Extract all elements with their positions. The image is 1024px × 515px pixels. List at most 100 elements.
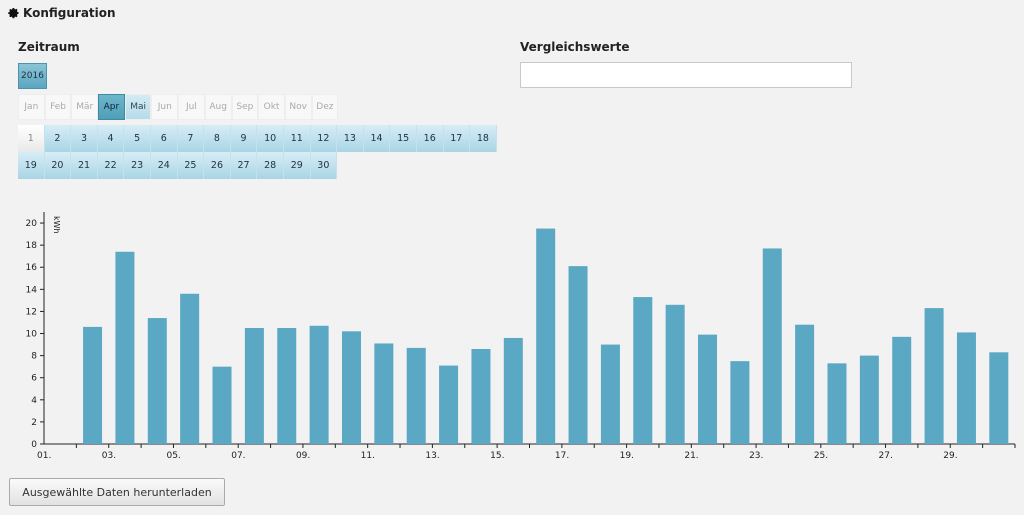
month-button-1[interactable]: Jan — [18, 94, 45, 120]
day-button-5[interactable]: 5 — [124, 125, 151, 152]
bar-08 — [277, 328, 297, 444]
y-tick-label: 14 — [26, 285, 38, 295]
month-button-12[interactable]: Dez — [311, 94, 339, 120]
bar-03 — [115, 251, 135, 444]
day-button-4[interactable]: 4 — [97, 125, 125, 152]
bar-10 — [341, 331, 361, 444]
month-button-8[interactable]: Aug — [204, 94, 232, 120]
bar-29 — [956, 332, 976, 444]
day-button-11[interactable]: 11 — [283, 125, 311, 152]
day-button-15[interactable]: 15 — [390, 125, 417, 152]
daily-kwh-bar-chart: 0 2 4 6 8 10 12 14 16 18 20 kWh 01. 03. 05. 07. 09. 11. 13… — [26, 212, 1016, 461]
bar-25 — [827, 363, 847, 444]
day-button-7[interactable]: 7 — [177, 125, 205, 152]
bar-15 — [503, 337, 523, 444]
month-selector: Jan Feb Mär Apr Mai Jun Jul Aug Sep Okt Nov Dez — [18, 94, 339, 120]
day-button-29[interactable]: 29 — [283, 152, 311, 179]
x-tick-label: 19. — [620, 451, 634, 461]
page-title: Konfiguration — [23, 6, 116, 20]
bar-30 — [989, 352, 1009, 444]
day-button-14[interactable]: 14 — [363, 125, 391, 152]
x-tick-label: 29. — [943, 451, 957, 461]
y-tick-label: 20 — [26, 219, 38, 229]
day-button-30[interactable]: 30 — [310, 152, 338, 179]
y-tick-label: 8 — [31, 352, 37, 362]
bar-14 — [471, 348, 491, 444]
month-button-9[interactable]: Sep — [231, 94, 259, 120]
day-button-23[interactable]: 23 — [124, 152, 151, 179]
x-tick-label: 21. — [684, 451, 698, 461]
x-tick-label: 07. — [231, 451, 245, 461]
day-button-26[interactable]: 26 — [204, 152, 231, 179]
day-button-17[interactable]: 17 — [443, 125, 471, 152]
bar-17 — [568, 266, 588, 444]
month-button-2[interactable]: Feb — [44, 94, 72, 120]
day-button-3[interactable]: 3 — [71, 125, 98, 152]
bar-23 — [762, 248, 782, 444]
day-button-13[interactable]: 13 — [337, 125, 364, 152]
day-button-12[interactable]: 12 — [310, 125, 338, 152]
day-button-16[interactable]: 16 — [416, 125, 444, 152]
x-tick-label: 09. — [296, 451, 310, 461]
day-button-24[interactable]: 24 — [150, 152, 178, 179]
day-button-27[interactable]: 27 — [230, 152, 258, 179]
day-button-1[interactable]: 1 — [18, 125, 45, 152]
y-tick-label: 10 — [26, 330, 38, 340]
day-button-21[interactable]: 21 — [71, 152, 98, 179]
day-button-25[interactable]: 25 — [177, 152, 205, 179]
y-tick-label: 0 — [31, 440, 37, 450]
zeitraum-label: Zeitraum — [18, 40, 80, 54]
month-button-11[interactable]: Nov — [284, 94, 312, 120]
day-button-19[interactable]: 19 — [18, 152, 45, 179]
day-button-28[interactable]: 28 — [257, 152, 284, 179]
bar-02 — [83, 326, 103, 444]
bar-12 — [406, 347, 426, 444]
month-button-4[interactable]: Apr — [98, 94, 125, 120]
y-tick-label: 18 — [26, 241, 38, 251]
x-tick-label: 23. — [749, 451, 763, 461]
bar-07 — [244, 328, 264, 444]
day-button-18[interactable]: 18 — [470, 125, 497, 152]
bar-04 — [147, 318, 167, 444]
month-button-10[interactable]: Okt — [258, 94, 285, 120]
bar-21 — [698, 334, 718, 444]
bar-05 — [180, 293, 200, 444]
x-tick-label: 03. — [102, 451, 116, 461]
y-tick-label: 16 — [26, 263, 38, 273]
day-button-2[interactable]: 2 — [44, 125, 72, 152]
month-button-7[interactable]: Jul — [178, 94, 205, 120]
day-button-20[interactable]: 20 — [44, 152, 72, 179]
bar-19 — [633, 297, 653, 444]
vergleichswerte-input[interactable] — [520, 62, 852, 88]
gear-icon — [8, 8, 19, 19]
y-tick-label: 6 — [31, 374, 37, 384]
bar-20 — [665, 304, 685, 444]
day-selector-row-2: 19 20 21 22 23 24 25 26 27 28 29 30 — [18, 152, 338, 179]
vergleichswerte-label: Vergleichswerte — [520, 40, 630, 54]
y-axis-label: kWh — [52, 216, 61, 234]
month-button-5[interactable]: Mai — [124, 94, 152, 120]
bar-24 — [795, 324, 815, 444]
x-tick-label: 27. — [879, 451, 893, 461]
bar-11 — [374, 343, 394, 444]
year-button[interactable]: 2016 — [18, 63, 47, 89]
page-header: Konfiguration — [8, 6, 116, 20]
x-tick-label: 13. — [425, 451, 439, 461]
y-tick-label: 4 — [31, 396, 37, 406]
download-selected-data-button[interactable]: Ausgewählte Daten herunterladen — [9, 478, 225, 506]
day-button-6[interactable]: 6 — [150, 125, 178, 152]
month-button-6[interactable]: Jun — [151, 94, 179, 120]
y-tick-label: 2 — [31, 418, 37, 428]
month-button-3[interactable]: Mär — [71, 94, 99, 120]
bar-18 — [600, 344, 620, 444]
x-tick-label: 25. — [814, 451, 828, 461]
day-button-22[interactable]: 22 — [97, 152, 125, 179]
bar-06 — [212, 366, 232, 444]
x-tick-label: 15. — [490, 451, 504, 461]
bar-28 — [924, 308, 944, 444]
bar-26 — [859, 355, 879, 444]
x-tick-label: 01. — [37, 451, 51, 461]
day-button-9[interactable]: 9 — [230, 125, 258, 152]
day-button-10[interactable]: 10 — [257, 125, 284, 152]
day-button-8[interactable]: 8 — [204, 125, 231, 152]
